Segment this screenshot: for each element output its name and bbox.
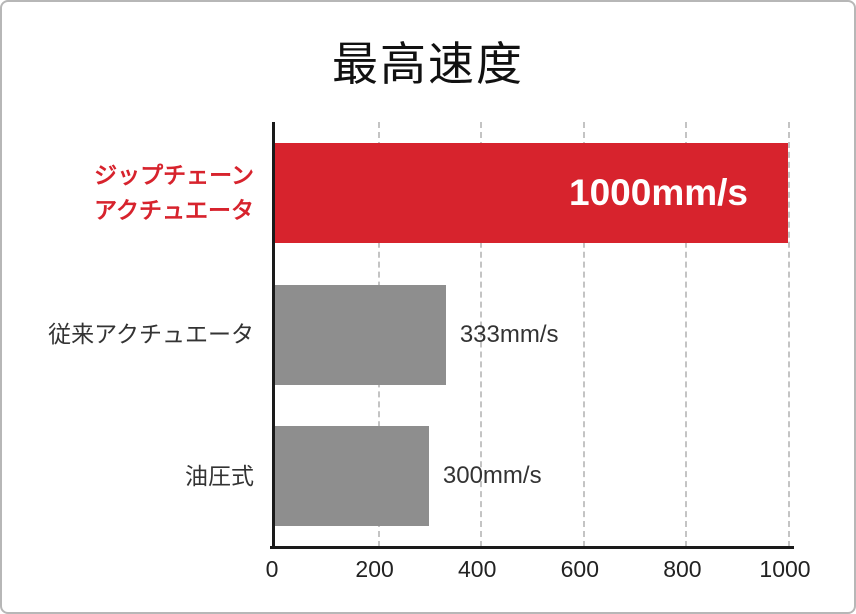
x-tick-label-400: 400: [458, 556, 497, 582]
x-tick-label-800: 800: [663, 556, 702, 582]
category-label-line: ジップチェーン: [94, 162, 254, 189]
chart-title: 最高速度: [332, 38, 524, 90]
category-label-0: ジップチェーン アクチュエータ: [2, 143, 262, 243]
bar-0: 1000mm/s: [275, 142, 788, 243]
category-label-line: 油圧式: [185, 462, 254, 489]
category-labels: ジップチェーン アクチュエータ従来アクチュエータ油圧式: [2, 2, 262, 612]
gridline-800: [685, 122, 688, 547]
category-label-2: 油圧式: [2, 426, 262, 526]
category-label-line: 従来アクチュエータ: [48, 321, 254, 348]
x-tick-label-200: 200: [355, 556, 394, 582]
plot-area: 1000mm/s 333mm/s 300mm/s: [272, 122, 790, 547]
gridline-600: [582, 122, 585, 547]
x-axis-line: [270, 546, 794, 549]
bar-2: [275, 426, 429, 527]
bar-value-label-0: 1000mm/s: [569, 171, 748, 213]
x-tick-label-600: 600: [560, 556, 599, 582]
gridline-400: [480, 122, 483, 547]
gridline-1000: [788, 122, 790, 547]
x-tick-label-1000: 1000: [759, 556, 811, 582]
bar-value-label-1: 333mm/s: [459, 320, 559, 348]
bar-1: [275, 284, 446, 385]
category-label-line: アクチュエータ: [94, 196, 254, 223]
category-label-1: 従来アクチュエータ: [2, 285, 262, 385]
bar-value-label-2: 300mm/s: [442, 462, 542, 490]
